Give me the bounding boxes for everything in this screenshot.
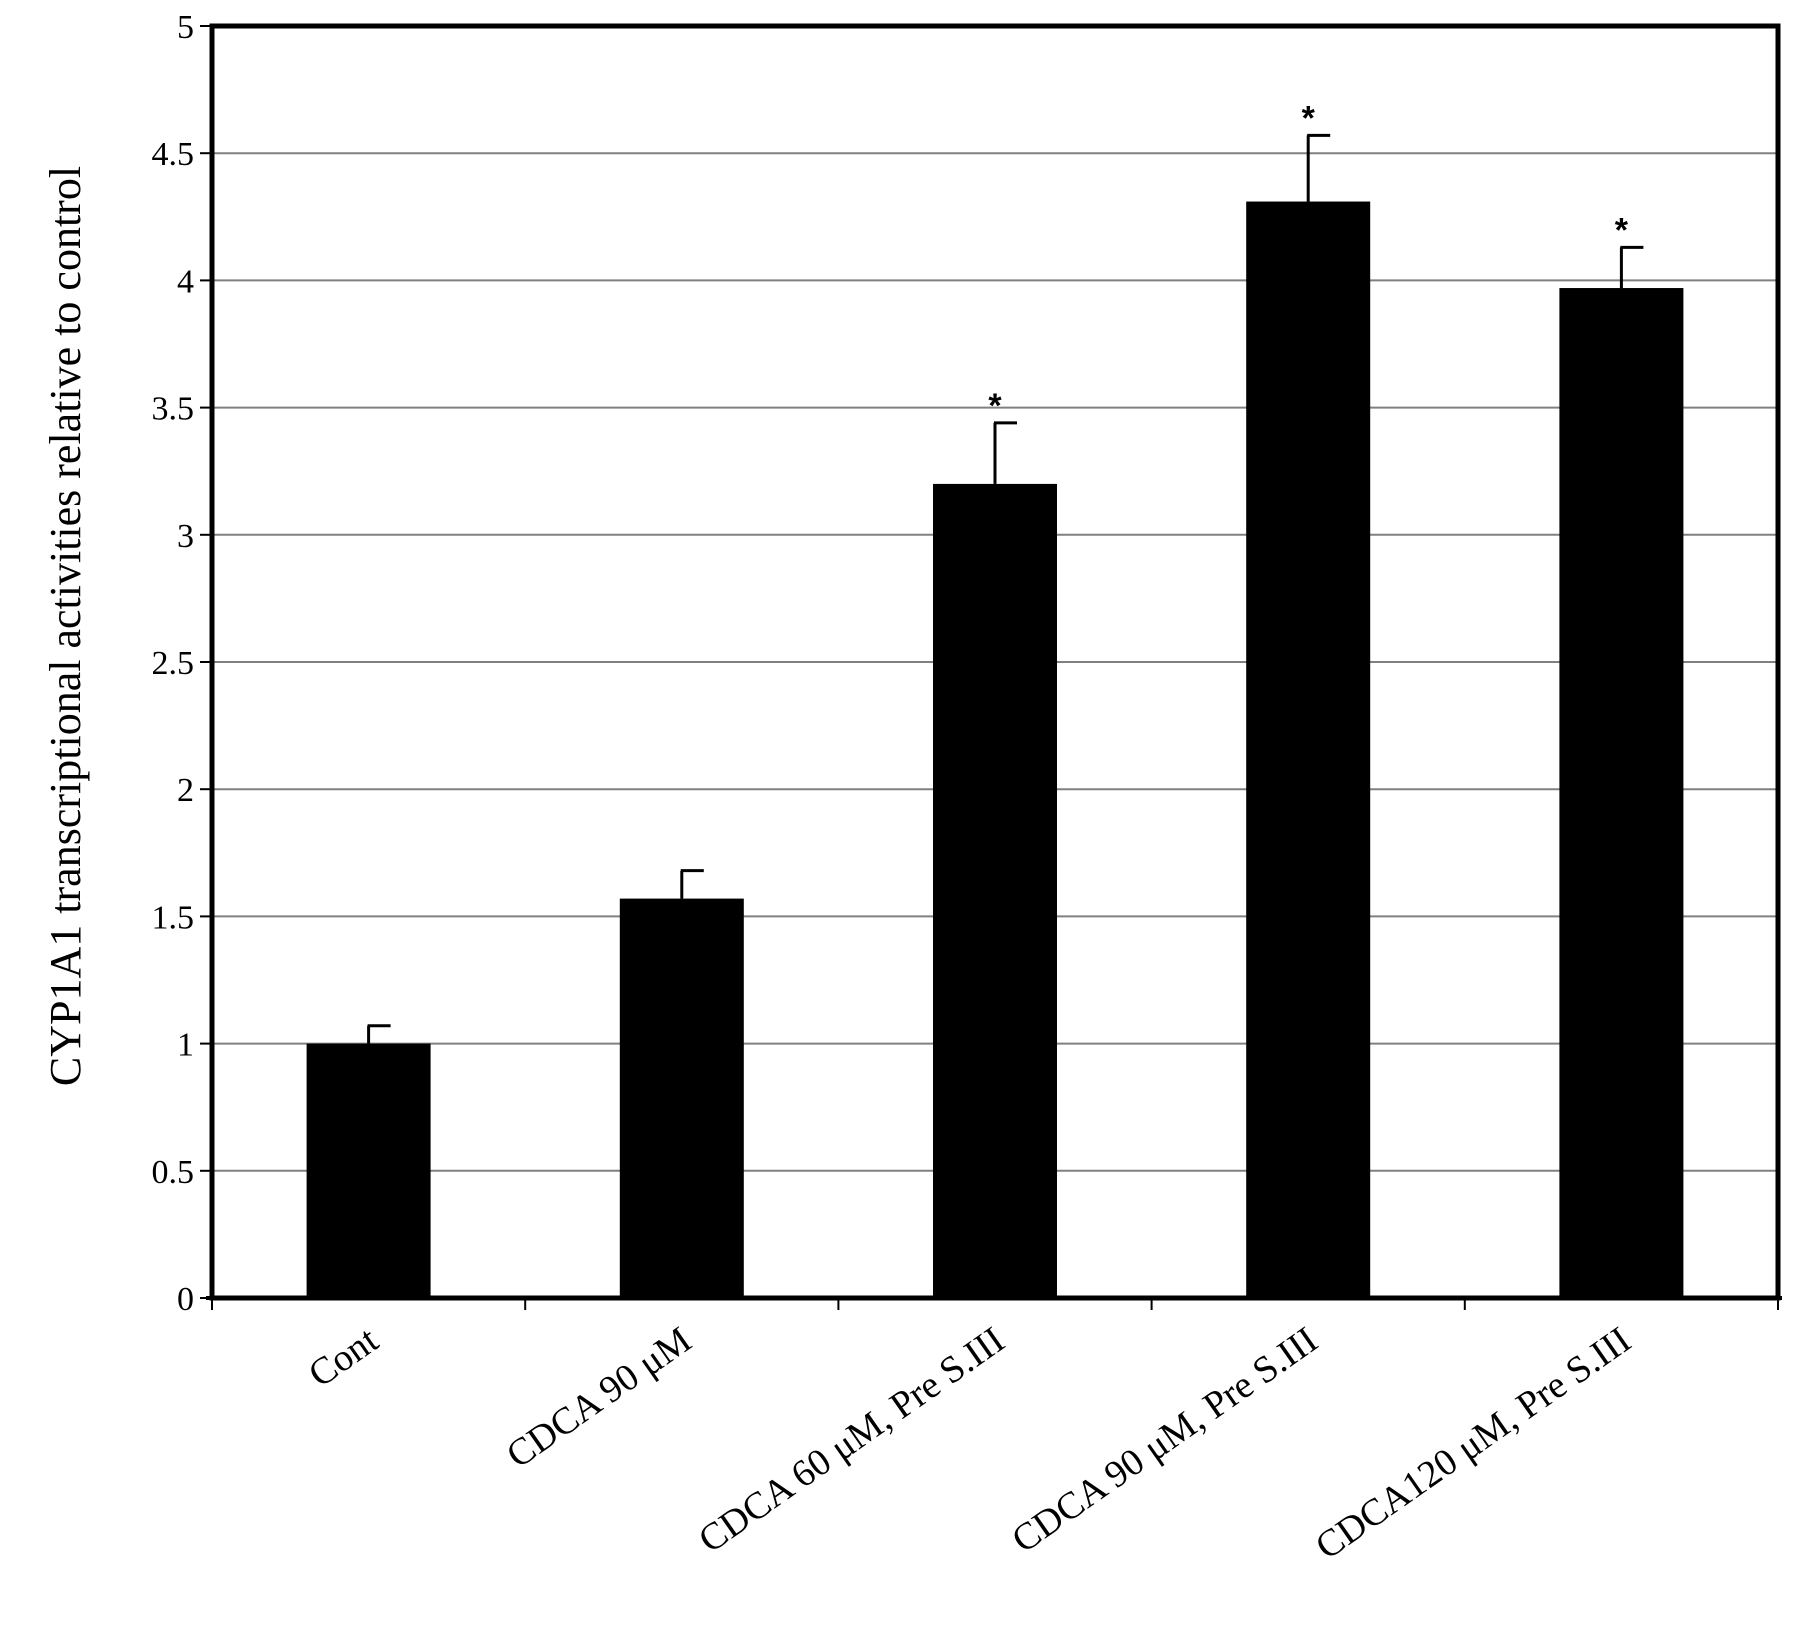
x-tick-label: CDCA 90 μM [499, 1319, 699, 1477]
bar [306, 1043, 431, 1298]
y-axis-title: CYP1A1 transcriptional activities relati… [41, 166, 90, 1086]
y-tick-label: 3.5 [152, 391, 195, 428]
y-tick-label: 0.5 [152, 1154, 195, 1191]
bar [1559, 288, 1684, 1299]
x-tick-label: CDCA 60 μM, Pre S.III [691, 1319, 1012, 1561]
y-tick-label: 3 [177, 518, 194, 555]
y-tick-label: 2.5 [152, 645, 195, 682]
bars [306, 201, 1684, 1299]
y-tick-label: 0 [177, 1281, 194, 1318]
error-bars [367, 133, 1644, 1044]
x-tick-label: CDCA120 μM, Pre S.III [1308, 1319, 1638, 1568]
y-tick-label: 1 [177, 1027, 194, 1064]
y-tick-label: 4 [177, 263, 194, 300]
bar [1246, 201, 1371, 1298]
y-tick-label: 2 [177, 772, 194, 809]
significance-asterisk: * [1615, 211, 1629, 249]
y-tick-label: 5 [177, 9, 194, 46]
x-tick-label: CDCA 90 μM, Pre S.III [1004, 1319, 1325, 1561]
x-tick-label: Cont [301, 1319, 386, 1396]
bar [619, 898, 744, 1298]
significance-markers: * * * [988, 99, 1628, 424]
significance-asterisk: * [988, 387, 1002, 425]
bar [933, 483, 1057, 1298]
y-axis-ticks: 0 0.5 1 1.5 2 2.5 3 3.5 4 4.5 5 [152, 9, 212, 1318]
y-tick-label: 4.5 [152, 136, 195, 173]
significance-asterisk: * [1302, 99, 1316, 137]
y-tick-label: 1.5 [152, 899, 195, 936]
